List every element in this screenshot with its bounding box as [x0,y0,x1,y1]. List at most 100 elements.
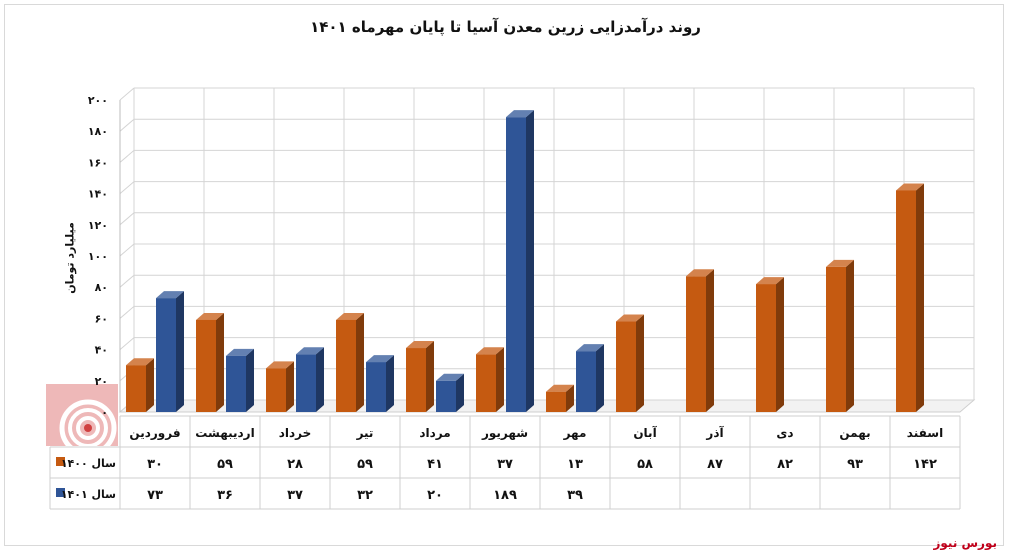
bars [126,110,924,412]
bar-front [896,190,916,412]
bar [126,358,154,412]
bar-front [506,117,526,412]
bar-side [216,312,224,412]
legend-label: سال ۱۴۰۰ [61,457,116,470]
category-label: بهمن [839,426,870,440]
y-tick-label: ۰ [101,406,108,419]
bar [756,277,784,412]
y-axis-ticks: ۰ ۲۰ ۴۰ ۶۰ ۸۰ ۱۰۰ ۱۲۰ ۱۴۰ ۱۶۰ ۱۸۰ ۲۰۰ [88,94,108,419]
category-label: شهریور [481,426,528,441]
bar-front [366,362,386,412]
data-label: ۱۴۲ [913,457,937,472]
bar-side [146,358,154,412]
bar-front [226,355,246,412]
bar-side [286,361,294,412]
bar-front [436,380,456,412]
bar-top [196,312,224,320]
gridline-depth [119,87,135,101]
bar [826,259,854,412]
gridline-depth [119,306,135,319]
legend-swatch [56,457,65,466]
bar-front [296,354,316,412]
category-label: آذر [705,425,724,440]
bar-side [176,291,184,412]
bar-top [616,314,644,322]
category-label: تیر [356,426,374,440]
bar-side [456,373,464,412]
data-label: ۵۹ [217,457,233,472]
bar-top [576,344,604,352]
bar [406,341,434,412]
bar-front [336,319,356,412]
bar [296,347,324,412]
y-tick-label: ۱۶۰ [88,156,108,169]
bar-side [386,355,394,412]
bar-top [296,347,324,355]
bar-front [576,351,596,412]
bar-top [406,341,434,349]
data-label: ۸۷ [707,457,723,472]
category-label: دی [776,426,793,440]
legend-swatch [56,488,65,497]
y-tick-label: ۴۰ [95,344,108,357]
bar-top [366,355,394,363]
gridline-depth [119,118,135,132]
bar [476,347,504,412]
bar [686,269,714,412]
bar-front [196,319,216,412]
bar-top [436,373,464,381]
bar-side [636,314,644,412]
bar-top [896,183,924,191]
data-label: ۱۸۹ [493,488,517,503]
bar-top [156,291,184,299]
data-label: ۳۹ [567,488,583,503]
bar-side [596,344,604,412]
category-label: مرداد [419,426,450,440]
legend-label: سال ۱۴۰۱ [61,488,116,501]
bar-top [826,259,854,267]
bar-side [916,183,924,412]
bar [896,183,924,412]
bar-front [686,276,706,412]
data-label: ۳۲ [357,488,373,503]
gridline-depth [119,212,135,226]
y-tick-label: ۱۲۰ [88,219,108,232]
bar-front [826,266,846,412]
bar-top [336,312,364,320]
data-label: ۳۰ [147,457,163,472]
category-label: آبان [633,425,657,440]
bar [226,348,254,412]
bar-side [566,384,574,412]
bar-front [756,284,776,412]
bar [576,344,604,412]
brand-label: بورس نیوز [933,536,997,550]
bar-front [476,354,496,412]
bar-side [356,312,364,412]
data-label: ۵۸ [637,457,653,472]
data-label: ۳۶ [217,488,233,503]
y-tick-label: ۱۴۰ [88,188,108,201]
data-label: ۳۷ [497,457,513,472]
bar [616,314,644,412]
data-label: ۳۷ [287,488,303,503]
y-tick-label: ۶۰ [95,312,108,325]
bar-side [776,277,784,412]
bar [436,373,464,412]
data-label: ۴۱ [427,457,443,472]
category-label: فروردین [129,426,180,441]
bar-side [496,347,504,412]
data-label: ۱۳ [567,457,583,472]
bar [196,312,224,412]
bar-side [706,269,714,412]
data-label: ۲۰ [427,488,443,503]
bar-side [426,341,434,412]
y-tick-label: ۲۰ [95,375,108,388]
bar-top [266,361,294,369]
bar-front [156,298,176,412]
data-label: ۹۳ [847,457,863,472]
bar-side [526,110,534,412]
y-tick-label: ۱۸۰ [88,125,108,138]
category-label: مهر [563,426,587,440]
data-label: ۵۹ [357,457,373,472]
